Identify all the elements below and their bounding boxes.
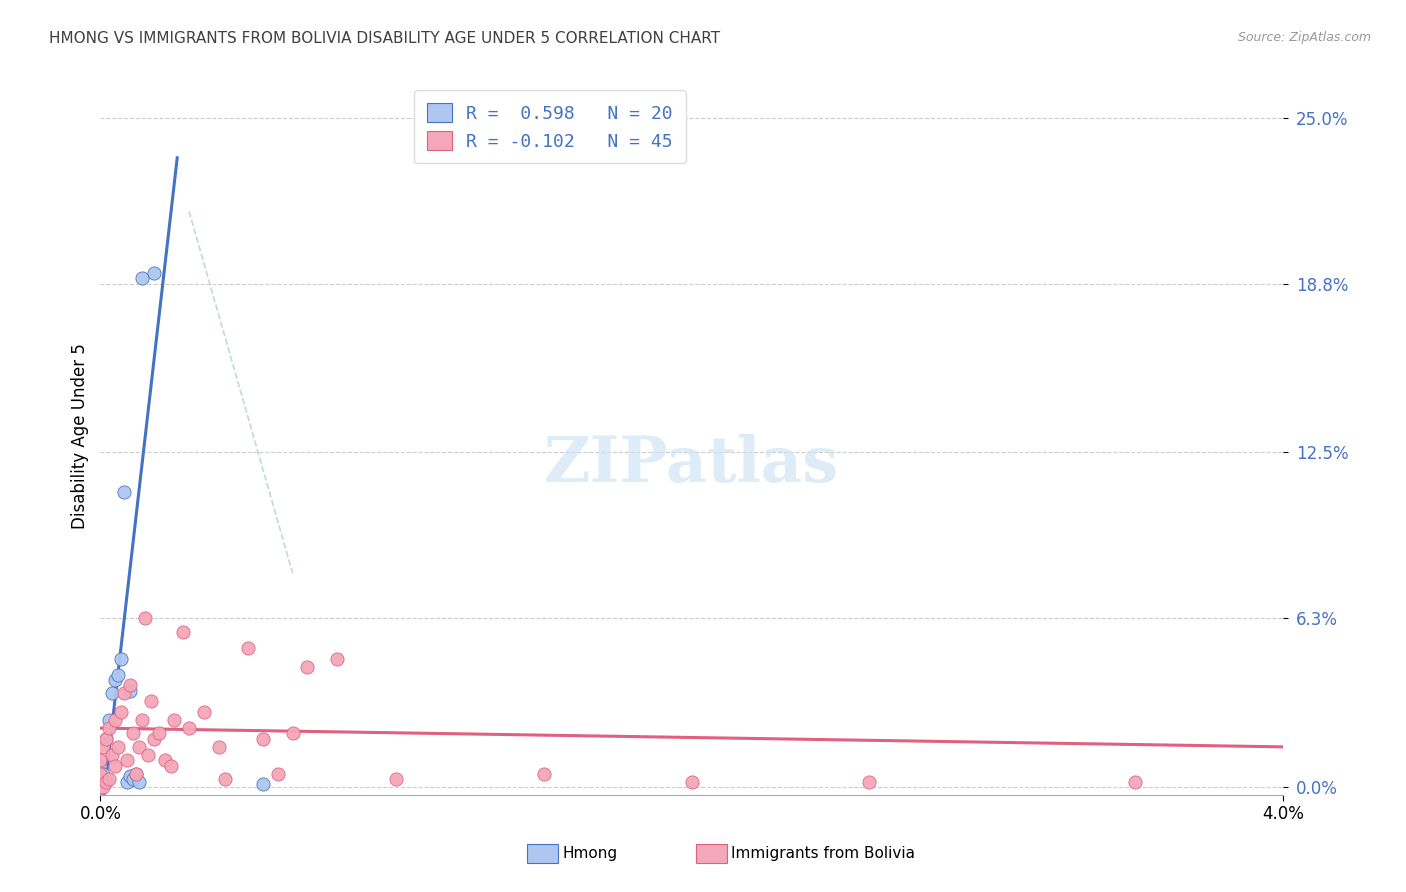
Point bbox=[96, 774, 118, 789]
Text: HMONG VS IMMIGRANTS FROM BOLIVIA DISABILITY AGE UNDER 5 CORRELATION CHART: HMONG VS IMMIGRANTS FROM BOLIVIA DISABIL… bbox=[49, 31, 720, 46]
Text: Hmong: Hmong bbox=[562, 847, 617, 861]
Point bbox=[128, 739, 150, 754]
Point bbox=[89, 772, 111, 786]
Point bbox=[252, 731, 274, 746]
Point bbox=[252, 777, 274, 791]
Point bbox=[125, 766, 148, 780]
Point bbox=[104, 713, 127, 727]
Text: ZIPatlas: ZIPatlas bbox=[544, 434, 839, 495]
Point bbox=[110, 705, 132, 719]
Point bbox=[112, 485, 135, 500]
Point bbox=[91, 780, 114, 794]
Point bbox=[160, 758, 183, 772]
Point bbox=[91, 766, 114, 780]
Point bbox=[96, 731, 118, 746]
Point bbox=[98, 721, 121, 735]
Point bbox=[193, 705, 215, 719]
Point bbox=[1123, 774, 1146, 789]
Point bbox=[98, 713, 121, 727]
Point bbox=[101, 686, 124, 700]
Point bbox=[172, 624, 194, 639]
Point bbox=[207, 739, 229, 754]
Point bbox=[125, 766, 148, 780]
Point bbox=[281, 726, 304, 740]
Point bbox=[139, 694, 162, 708]
Point bbox=[214, 772, 236, 786]
Point bbox=[118, 769, 141, 783]
Point bbox=[110, 651, 132, 665]
Point bbox=[118, 683, 141, 698]
Point bbox=[107, 739, 129, 754]
Point bbox=[238, 640, 260, 655]
Legend: R =  0.598   N = 20, R = -0.102   N = 45: R = 0.598 N = 20, R = -0.102 N = 45 bbox=[413, 90, 686, 163]
Point bbox=[89, 758, 111, 772]
Point bbox=[91, 739, 114, 754]
Point bbox=[134, 611, 156, 625]
Point bbox=[115, 753, 138, 767]
Point bbox=[136, 747, 159, 762]
Point bbox=[118, 678, 141, 692]
Point bbox=[326, 651, 349, 665]
Y-axis label: Disability Age Under 5: Disability Age Under 5 bbox=[72, 343, 89, 529]
Point bbox=[104, 673, 127, 687]
Point bbox=[131, 713, 153, 727]
Point bbox=[98, 772, 121, 786]
Point bbox=[89, 780, 111, 794]
Point bbox=[155, 753, 177, 767]
Point bbox=[385, 772, 408, 786]
Point bbox=[163, 713, 186, 727]
Point bbox=[297, 659, 319, 673]
Point bbox=[107, 667, 129, 681]
Point bbox=[89, 753, 111, 767]
Point bbox=[101, 747, 124, 762]
Point bbox=[142, 266, 165, 280]
Point bbox=[128, 774, 150, 789]
Point bbox=[89, 780, 111, 794]
Text: Immigrants from Bolivia: Immigrants from Bolivia bbox=[731, 847, 915, 861]
Point bbox=[122, 726, 145, 740]
Point bbox=[96, 731, 118, 746]
Point bbox=[681, 774, 703, 789]
Point bbox=[858, 774, 880, 789]
Point bbox=[148, 726, 170, 740]
Point bbox=[533, 766, 555, 780]
Point bbox=[104, 758, 127, 772]
Point bbox=[89, 766, 111, 780]
Point bbox=[112, 686, 135, 700]
Point bbox=[177, 721, 200, 735]
Point bbox=[142, 731, 165, 746]
Text: Source: ZipAtlas.com: Source: ZipAtlas.com bbox=[1237, 31, 1371, 45]
Point bbox=[131, 271, 153, 285]
Point bbox=[267, 766, 290, 780]
Point bbox=[122, 772, 145, 786]
Point bbox=[115, 774, 138, 789]
